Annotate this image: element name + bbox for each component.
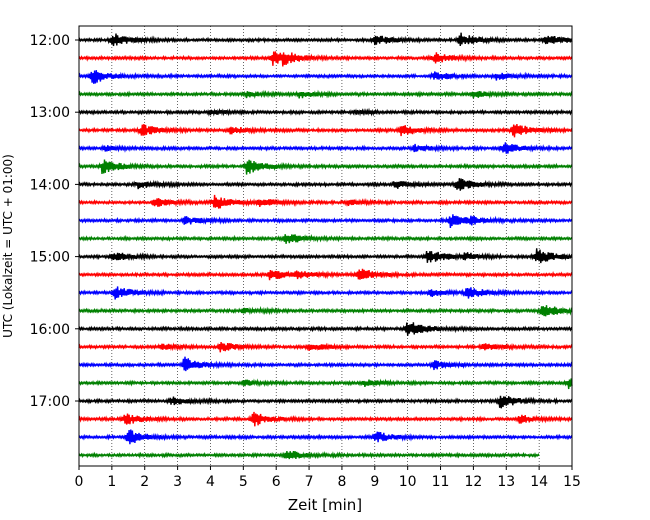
- trace-24: [78, 450, 540, 460]
- trace-1: [78, 32, 573, 47]
- trace-18: [78, 342, 573, 353]
- x-tick-label: 8: [337, 474, 346, 490]
- x-tick-label: 12: [464, 474, 482, 490]
- x-axis-ticks: 0 1 2 3 4 5 6 7 8 9 10 11 12 13 14 15: [75, 466, 581, 490]
- x-tick-label: 7: [305, 474, 314, 490]
- minute-grid: [111, 26, 540, 466]
- trace-8: [78, 159, 573, 175]
- trace-4: [78, 89, 573, 99]
- y-axis-label: UTC (Lokalzeit = UTC + 01:00): [1, 154, 15, 338]
- trace-14: [78, 268, 573, 281]
- trace-20: [78, 378, 573, 390]
- plot-frame: [78, 25, 573, 467]
- trace-16: [78, 305, 573, 317]
- trace-2: [78, 51, 573, 67]
- trace-21: [78, 395, 573, 409]
- trace-5: [78, 107, 573, 117]
- y-axis-hour-ticks: 12:00 13:00 14:00 15:00 16:00 17:00: [30, 33, 79, 410]
- y-tick-label: 17:00: [30, 394, 70, 410]
- y-tick-label: 16:00: [30, 322, 70, 338]
- y-tick-label: 15:00: [30, 250, 70, 266]
- trace-11: [78, 214, 573, 229]
- x-tick-label: 11: [432, 474, 450, 490]
- trace-3: [78, 70, 573, 84]
- y-tick-label: 14:00: [30, 177, 70, 193]
- x-tick-label: 3: [173, 474, 182, 490]
- x-tick-label: 10: [399, 474, 417, 490]
- trace-6: [78, 124, 573, 138]
- trace-13: [78, 248, 573, 264]
- trace-19: [78, 356, 573, 372]
- trace-23: [78, 429, 573, 445]
- x-tick-label: 9: [370, 474, 379, 490]
- x-tick-label: 15: [563, 474, 581, 490]
- y-tick-label: 13:00: [30, 105, 70, 121]
- y-tick-label: 12:00: [30, 33, 70, 49]
- x-tick-label: 14: [530, 474, 548, 490]
- x-tick-label: 1: [107, 474, 116, 490]
- x-tick-label: 4: [206, 474, 215, 490]
- seismic-traces: [78, 32, 573, 460]
- trace-22: [78, 411, 573, 427]
- plot-background: [79, 26, 572, 466]
- x-tick-label: 13: [497, 474, 515, 490]
- trace-17: [78, 322, 573, 336]
- x-tick-label: 2: [140, 474, 149, 490]
- x-tick-label: 0: [75, 474, 84, 490]
- x-tick-label: 5: [239, 474, 248, 490]
- trace-9: [78, 178, 573, 191]
- x-tick-label: 6: [272, 474, 281, 490]
- trace-12: [78, 233, 573, 244]
- trace-15: [78, 286, 573, 300]
- x-axis-label: Zeit [min]: [288, 496, 362, 514]
- trace-7: [78, 142, 573, 154]
- trace-10: [78, 194, 573, 209]
